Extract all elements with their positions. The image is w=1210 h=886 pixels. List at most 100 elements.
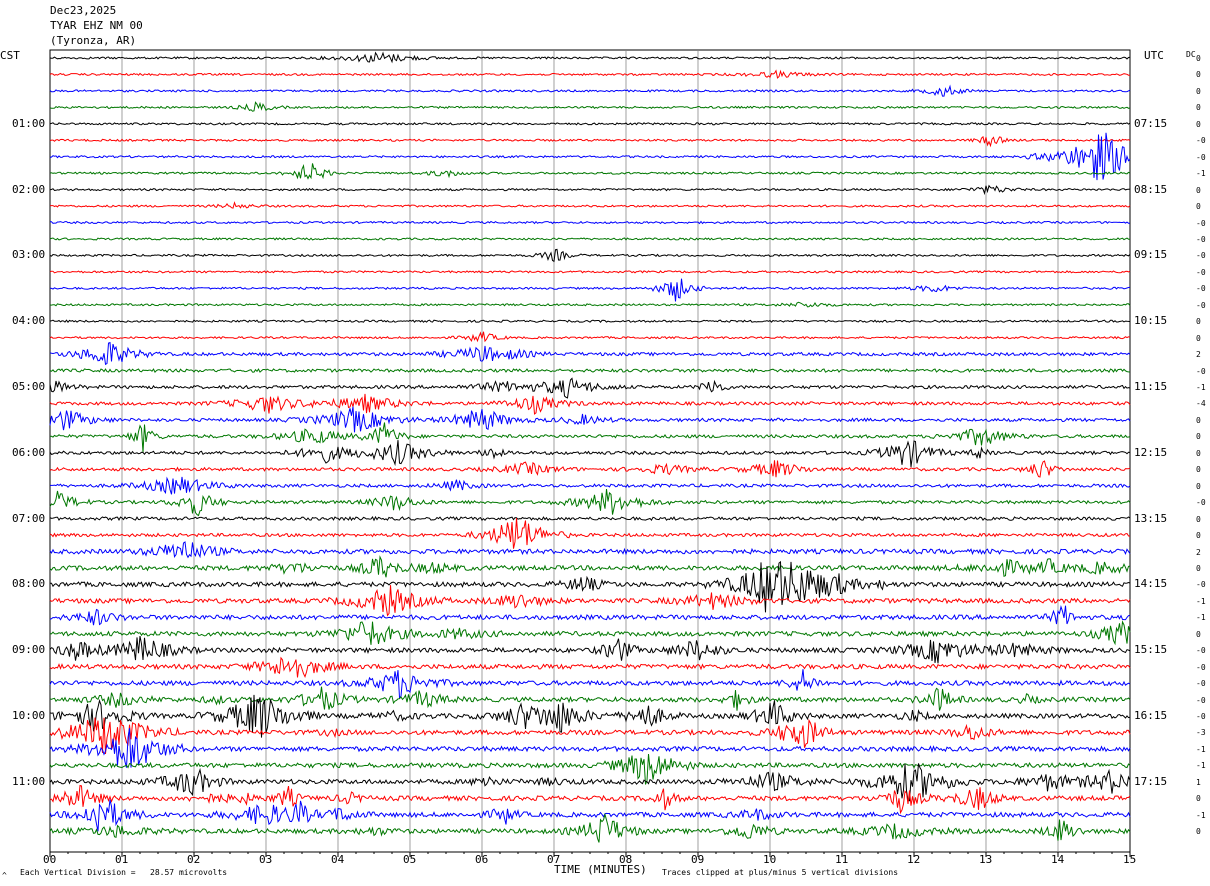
- dc-offset-label: 2: [1196, 350, 1201, 360]
- trace-row-2: [49, 69, 1130, 79]
- trace-row-3: [49, 84, 1131, 97]
- left-timezone-label: CST: [0, 49, 20, 62]
- trace-row-17: [49, 319, 1131, 324]
- dc-offset-label: -0: [1196, 251, 1206, 261]
- x-tick-label: 14: [1051, 853, 1065, 866]
- trace-row-32: [49, 555, 1131, 578]
- x-tick-label: 07: [547, 853, 561, 866]
- trace-row-38: [49, 656, 1131, 679]
- x-tick-label: 01: [115, 853, 129, 866]
- dc-offset-label: -0: [1196, 152, 1206, 162]
- trace-row-16: [49, 301, 1131, 308]
- dc-offset-label: -0: [1196, 234, 1206, 244]
- trace-row-4: [49, 101, 1131, 112]
- seismic-traces: [49, 51, 1131, 843]
- x-tick-label: 15: [1123, 853, 1137, 866]
- dc-offset-label: 0: [1196, 531, 1201, 541]
- trace-row-47: [49, 799, 1131, 832]
- dc-offset-label: -0: [1196, 662, 1206, 672]
- trace-row-22: [49, 393, 1131, 415]
- x-tick-label: 10: [763, 853, 777, 866]
- clip-note: Traces clipped at plus/minus 5 vertical …: [662, 868, 899, 877]
- trace-row-36: [49, 620, 1131, 646]
- dc-offset-label: 2: [1196, 547, 1201, 557]
- right-time-label: 17:15: [1134, 774, 1168, 788]
- trace-row-46: [49, 784, 1131, 815]
- left-time-label: 05:00: [12, 380, 46, 393]
- dc-offset-label: 0: [1196, 202, 1201, 212]
- right-time-label: 11:15: [1134, 380, 1168, 393]
- trace-row-21: [49, 377, 1131, 399]
- trace-row-5: [49, 122, 1131, 126]
- dc-offset-label: 0: [1196, 827, 1201, 837]
- x-tick-label: 08: [619, 853, 633, 866]
- trace-row-25: [49, 440, 1131, 467]
- right-timezone-label: UTC: [1144, 49, 1164, 62]
- left-time-label: 11:00: [12, 774, 46, 788]
- dc-offset-label: -1: [1196, 596, 1206, 606]
- dc-offset-label: 0: [1196, 794, 1201, 804]
- dc-offset-label: 0: [1196, 70, 1201, 80]
- left-time-label: 02:00: [12, 182, 46, 196]
- station-location: (Tyronza, AR): [50, 34, 137, 47]
- right-time-label: 08:15: [1134, 182, 1168, 196]
- dc-offset-label: -0: [1196, 300, 1206, 310]
- vertical-division-note: Each Vertical Division = 28.57 microvolt…: [20, 868, 228, 877]
- x-tick-label: 06: [475, 853, 489, 866]
- dc-offset-label: 0: [1196, 514, 1201, 524]
- dc-offset-label: 1: [1196, 777, 1201, 787]
- x-tick-label: 04: [331, 853, 345, 866]
- trace-row-20: [49, 368, 1131, 374]
- left-time-label: 08:00: [12, 577, 46, 591]
- trace-row-24: [49, 422, 1131, 453]
- right-time-label: 07:15: [1134, 116, 1168, 130]
- right-time-label: 15:15: [1134, 643, 1168, 657]
- dc-offset-label: 0: [1196, 103, 1201, 113]
- dc-offset-label: 0: [1196, 432, 1201, 442]
- right-time-label: 10:15: [1134, 314, 1168, 328]
- trace-row-44: [49, 753, 1131, 785]
- left-time-label: 01:00: [12, 116, 46, 130]
- x-tick-label: 00: [43, 853, 57, 866]
- left-time-label: 03:00: [12, 248, 46, 262]
- trace-row-40: [49, 686, 1131, 711]
- dc-offset-label: -1: [1196, 383, 1206, 392]
- trace-row-29: [49, 515, 1131, 522]
- left-time-label: 07:00: [12, 511, 46, 525]
- trace-row-45: [49, 763, 1131, 802]
- dc-offset-label: -0: [1196, 284, 1206, 294]
- dc-offset-label: -1: [1196, 810, 1206, 820]
- dc-offset-label: -0: [1196, 267, 1206, 277]
- dc-offset-label: -0: [1196, 218, 1206, 228]
- trace-row-13: [49, 248, 1131, 263]
- station-code: TYAR EHZ NM 00: [50, 19, 143, 32]
- trace-row-33: [50, 560, 1131, 613]
- dc-offset-label: -0: [1196, 498, 1206, 508]
- trace-row-10: [49, 201, 1131, 209]
- corner-mark: ^: [2, 871, 7, 880]
- dc-offset-label: -0: [1196, 646, 1206, 656]
- dc-offset-label: 0: [1196, 317, 1201, 327]
- dc-offset-label: 0: [1196, 563, 1201, 573]
- dc-offset-label: -1: [1196, 613, 1206, 623]
- x-tick-label: 11: [835, 853, 849, 866]
- dc-offset-label: -1: [1196, 169, 1206, 179]
- dc-offset-label: 0: [1196, 415, 1201, 425]
- right-time-label: 09:15: [1134, 248, 1168, 262]
- dc-offset-label: 0: [1196, 465, 1201, 475]
- trace-row-12: [49, 237, 1130, 241]
- dc-header-label: DC: [1186, 50, 1196, 59]
- trace-row-30: [49, 517, 1131, 549]
- left-time-label: 04:00: [12, 314, 46, 328]
- x-tick-label: 13: [979, 853, 993, 866]
- x-tick-label: 09: [691, 853, 705, 866]
- x-tick-label: 12: [907, 853, 921, 866]
- trace-row-8: [49, 163, 1131, 180]
- dc-offset-label: -1: [1196, 761, 1206, 771]
- right-time-label: 14:15: [1134, 577, 1168, 591]
- left-time-label: 09:00: [12, 643, 46, 657]
- dc-offset-label: -0: [1196, 712, 1206, 721]
- station-date: Dec23,2025: [50, 4, 117, 17]
- trace-row-48: [49, 812, 1131, 843]
